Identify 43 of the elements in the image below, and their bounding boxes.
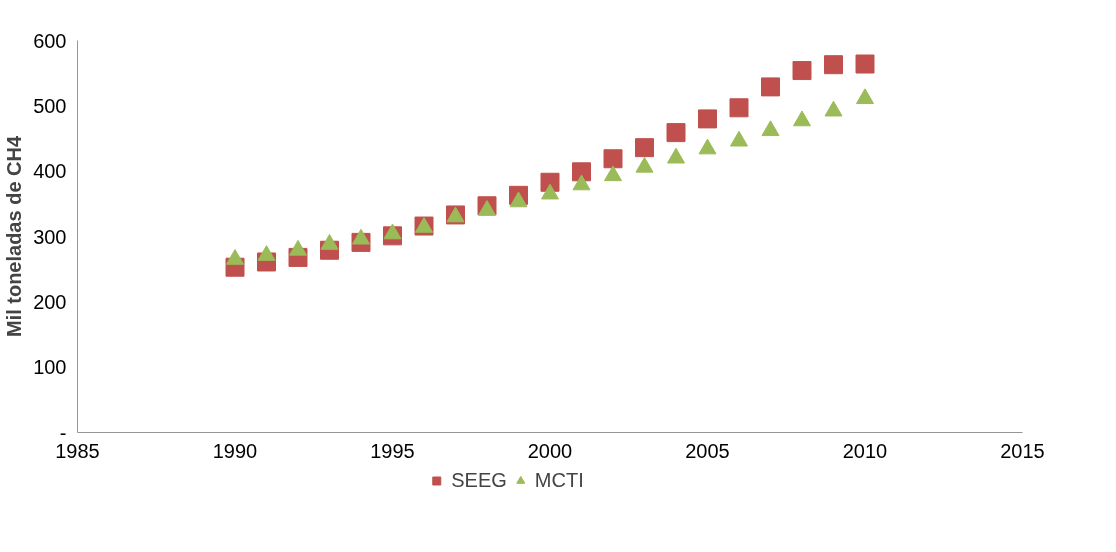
point — [635, 156, 654, 173]
y-tick-label: 600 — [33, 29, 67, 52]
x-tick-label: 1995 — [370, 439, 415, 462]
point — [855, 54, 875, 74]
y-tick-label: 400 — [33, 160, 67, 183]
y-tick-label: 200 — [33, 290, 67, 313]
legend-label: MCTI — [534, 468, 584, 492]
point — [257, 245, 276, 261]
point — [320, 234, 339, 250]
y-tick-label: 500 — [33, 94, 67, 117]
point — [541, 183, 559, 200]
point — [289, 239, 307, 256]
point — [572, 174, 591, 191]
point — [667, 147, 685, 164]
point — [666, 123, 686, 143]
point — [856, 88, 874, 105]
x-tick-label: 2005 — [685, 439, 730, 462]
point — [604, 165, 622, 182]
y-tick-label: 100 — [33, 356, 67, 379]
point — [635, 138, 654, 158]
point — [352, 228, 370, 245]
point — [792, 61, 812, 81]
point — [824, 55, 843, 75]
x-tick-label: 2010 — [842, 439, 888, 462]
point — [698, 109, 717, 129]
point — [226, 249, 244, 265]
y-axis-title: Mil toneladas de CH4 — [3, 135, 26, 338]
point — [729, 98, 749, 118]
point — [761, 120, 780, 137]
point — [383, 223, 402, 240]
point — [698, 138, 717, 155]
point — [730, 130, 748, 147]
x-tick-label: 2015 — [1000, 439, 1045, 462]
point — [793, 110, 811, 127]
point — [761, 77, 780, 97]
x-tick-label: 2000 — [527, 439, 573, 462]
point — [572, 162, 591, 182]
point — [824, 100, 843, 117]
y-tick-label: 300 — [33, 225, 67, 248]
point — [509, 191, 528, 208]
x-tick-label: 1990 — [212, 439, 258, 462]
point — [603, 149, 623, 169]
legend-label: SEEG — [451, 468, 507, 492]
